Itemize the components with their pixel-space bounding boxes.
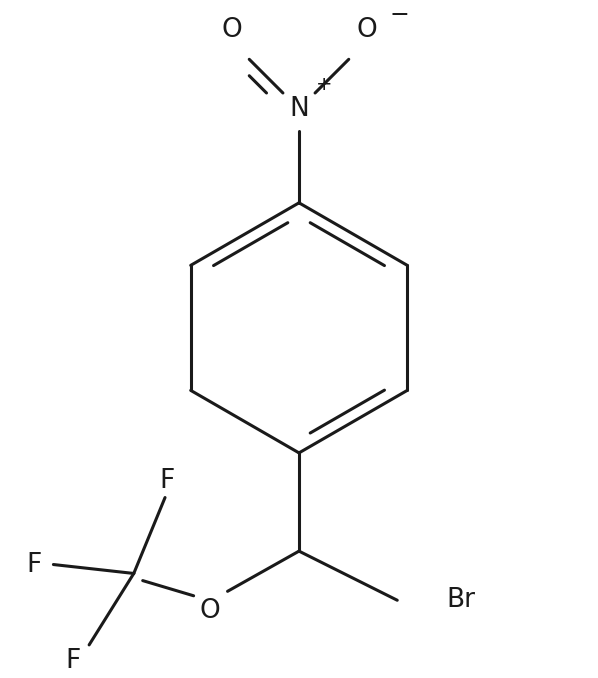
Text: +: + <box>316 75 332 94</box>
Text: N: N <box>289 96 309 122</box>
Text: Br: Br <box>446 587 475 613</box>
Text: O: O <box>356 17 377 43</box>
Text: F: F <box>159 468 175 494</box>
Text: F: F <box>65 648 81 674</box>
Text: O: O <box>199 598 220 624</box>
Text: −: − <box>390 3 410 26</box>
Text: O: O <box>221 17 242 43</box>
Text: F: F <box>26 551 41 578</box>
